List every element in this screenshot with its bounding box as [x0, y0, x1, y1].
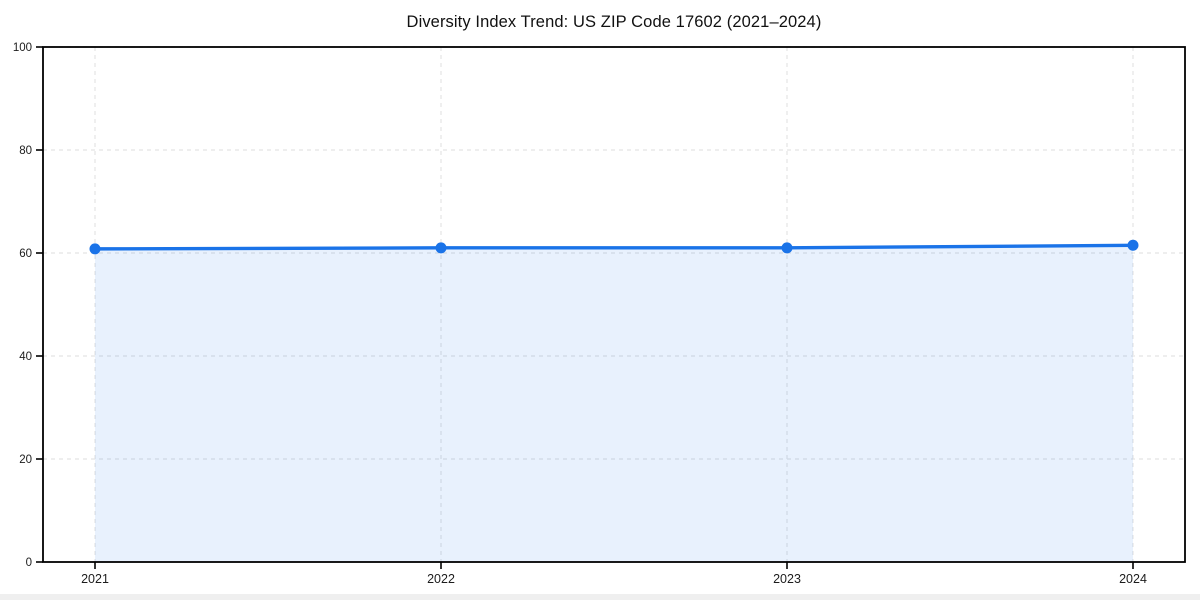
x-tick-label: 2024 [1119, 572, 1147, 586]
x-tick-label: 2021 [81, 572, 109, 586]
y-tick-label: 40 [19, 351, 32, 363]
x-tick-label: 2023 [773, 572, 801, 586]
bottom-edge-strip [0, 594, 1200, 600]
y-tick-label: 60 [19, 248, 32, 260]
y-tick-label: 20 [19, 454, 32, 466]
y-tick-label: 100 [13, 42, 32, 54]
data-point-2023 [781, 242, 793, 254]
data-point-2022 [435, 242, 447, 254]
data-point-2024 [1127, 239, 1139, 251]
data-point-2021 [89, 243, 101, 255]
chart-title: Diversity Index Trend: US ZIP Code 17602… [406, 13, 822, 31]
y-tick-label: 80 [19, 145, 32, 157]
plot-border [42, 46, 1186, 563]
x-tick-label: 2022 [427, 572, 455, 586]
trend-line [93, 243, 1135, 251]
area-fill [95, 245, 1133, 562]
y-tick-label: 0 [26, 557, 32, 569]
